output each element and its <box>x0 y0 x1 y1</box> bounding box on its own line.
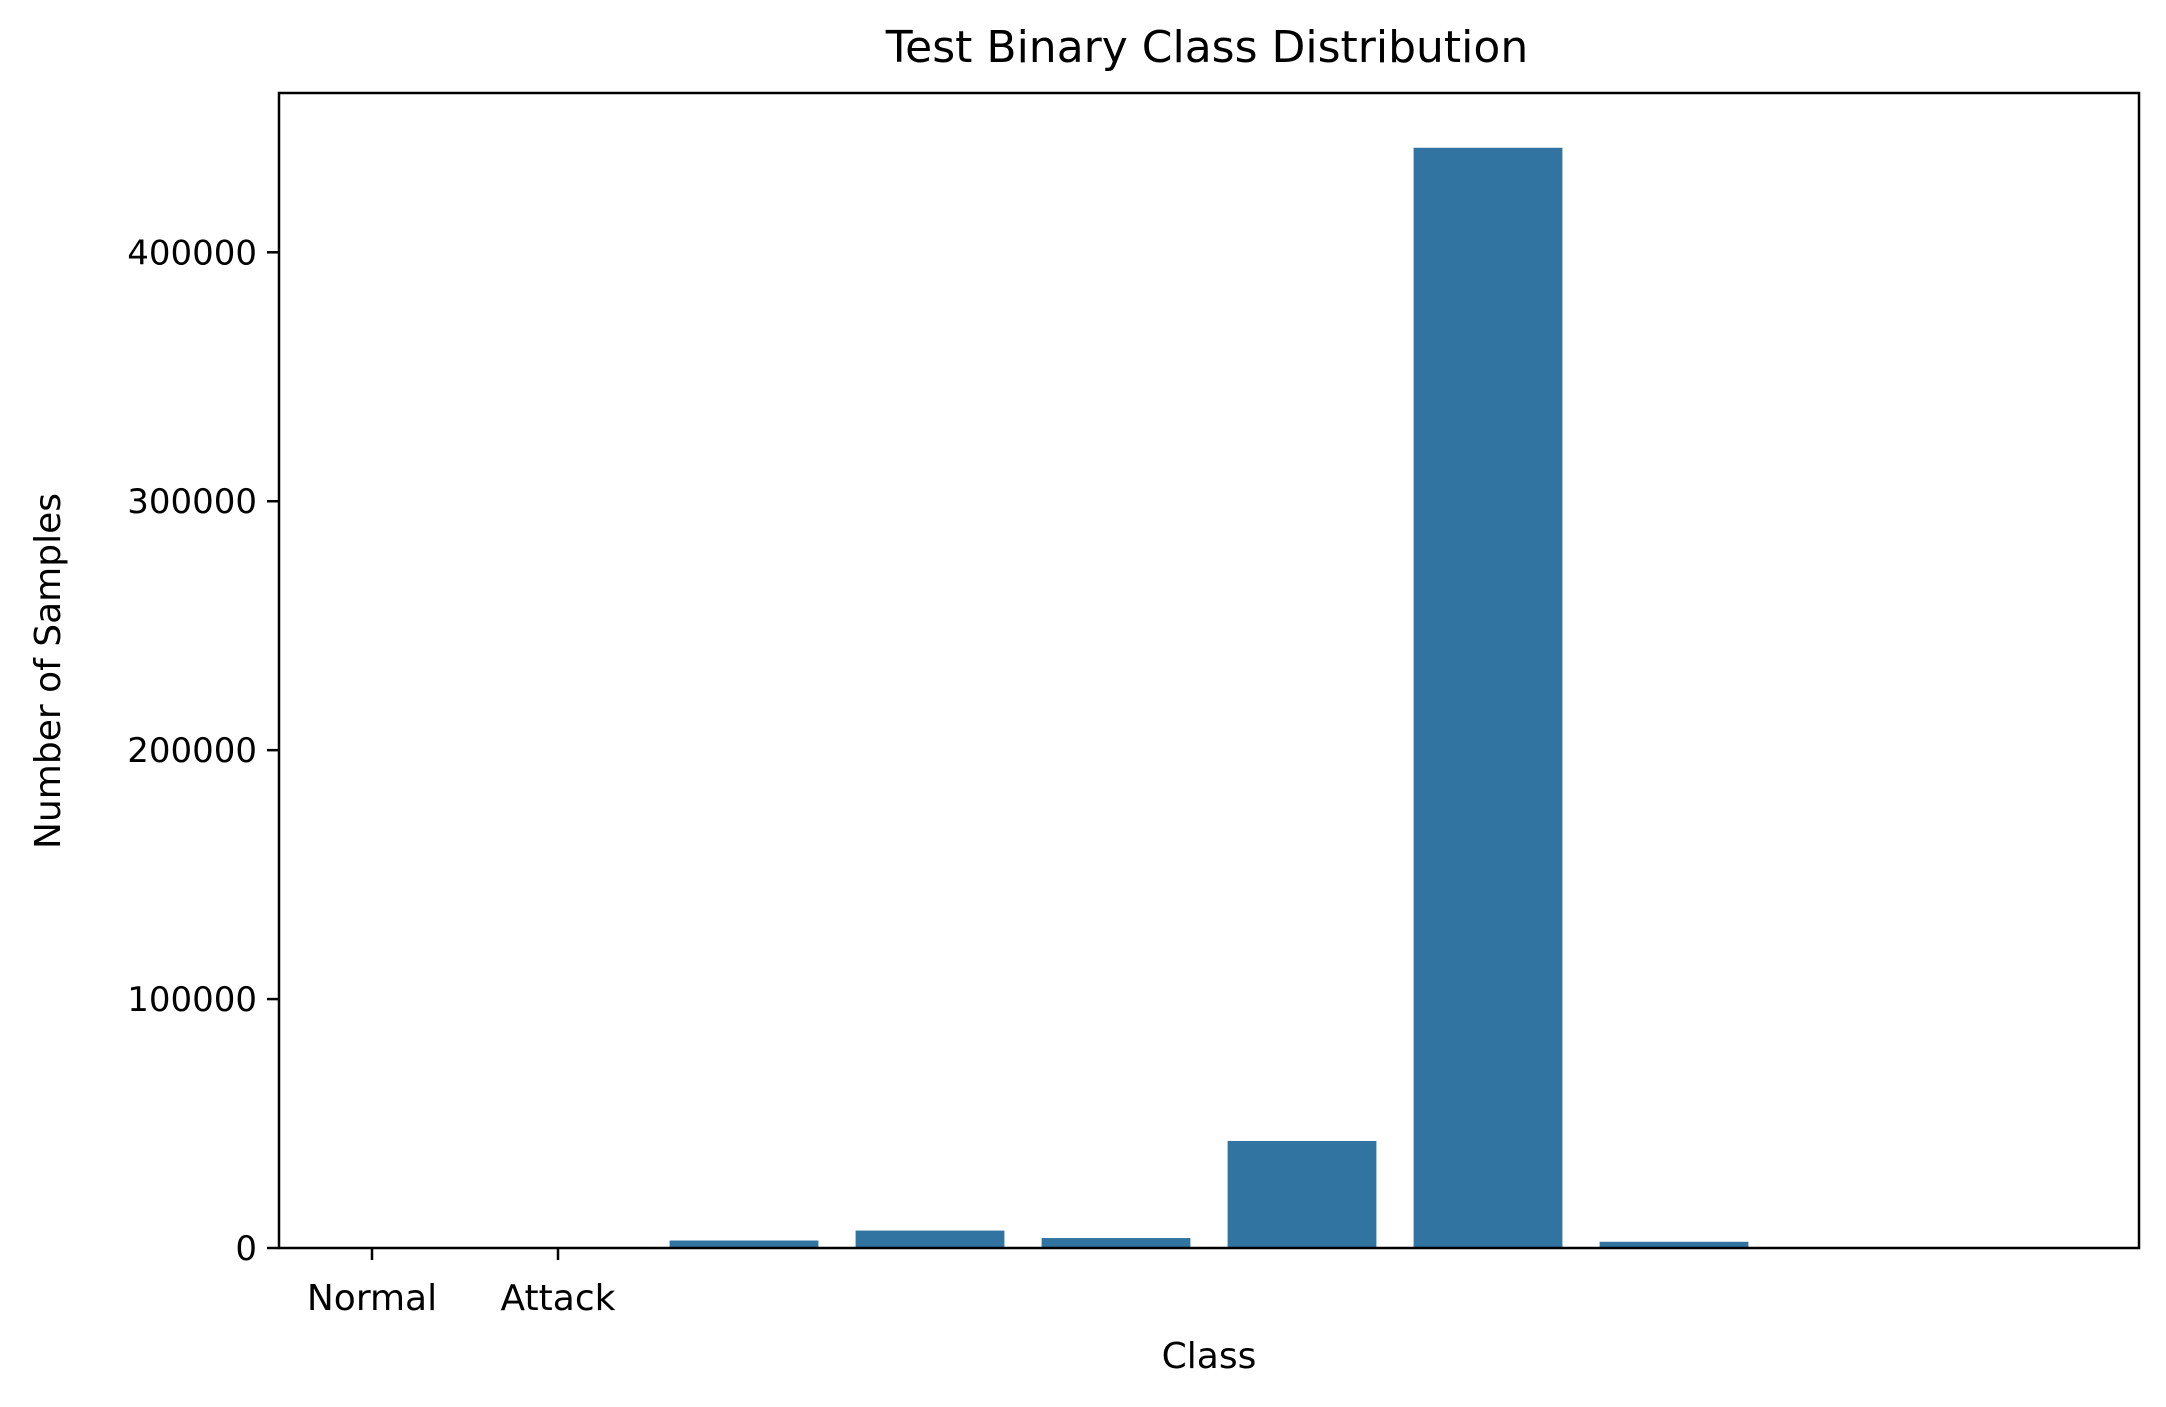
x-tick-label: Attack <box>501 1278 616 1319</box>
y-tick-label: 300000 <box>127 482 257 522</box>
x-tick-label: Normal <box>307 1278 437 1319</box>
bar <box>1041 1238 1191 1248</box>
bar <box>1599 1241 1749 1248</box>
bar <box>1413 147 1563 1248</box>
y-axis-ticks: 0 100000 200000 300000 400000 <box>127 233 279 1269</box>
plot-frame <box>277 91 2141 1250</box>
bar <box>855 1230 1005 1248</box>
bar <box>1227 1140 1377 1248</box>
y-axis-label: Number of Samples <box>28 493 69 849</box>
y-tick-label: 0 <box>235 1229 257 1269</box>
chart-title: Test Binary Class Distribution <box>885 22 1528 73</box>
bars-group <box>669 147 1749 1248</box>
x-axis-ticks: Normal Attack <box>307 1248 616 1319</box>
bar <box>669 1240 819 1248</box>
y-tick-label: 400000 <box>127 233 257 273</box>
y-tick-label: 200000 <box>127 731 257 771</box>
y-tick-label: 100000 <box>127 980 257 1020</box>
x-axis-label: Class <box>1162 1336 1257 1377</box>
